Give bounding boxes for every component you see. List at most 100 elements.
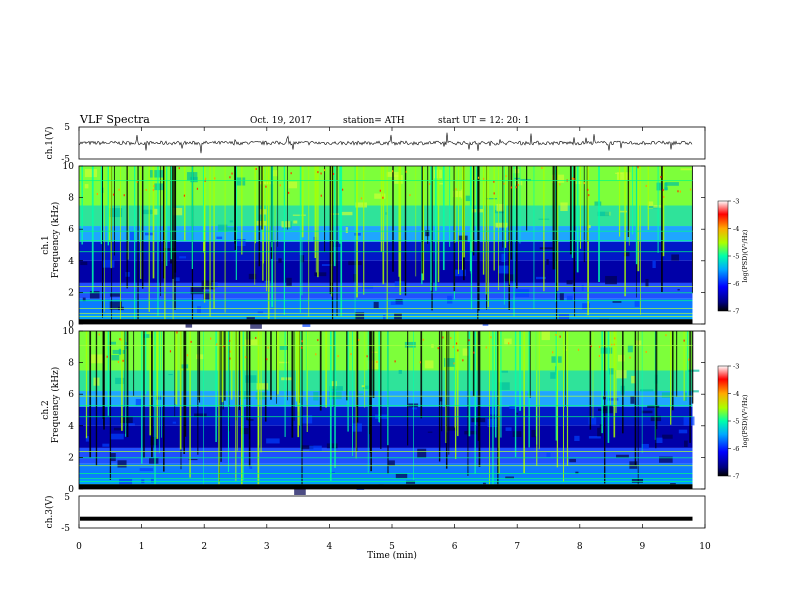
sferic-streak: [655, 331, 657, 449]
frequency-tick-label: 0: [68, 485, 74, 495]
spectrogram-patch: [424, 360, 434, 369]
sferic-streak: [364, 331, 366, 408]
sferic-streak: [158, 331, 160, 454]
narrowband-line: [79, 292, 693, 294]
sferic-streak: [420, 331, 423, 419]
sferic-streak: [163, 331, 165, 472]
spectrogram-speckle: [229, 176, 231, 179]
sferic-streak: [162, 166, 165, 279]
spectrogram-patch: [314, 272, 327, 277]
spectrogram-speckle: [637, 166, 639, 169]
spectrogram-patch: [119, 478, 133, 487]
spectrogram-patch: [247, 419, 254, 421]
colorbar-tick-label: -3: [733, 363, 739, 371]
spectrogram-patch: [239, 390, 251, 400]
spectrogram-patch: [163, 248, 176, 251]
spectrogram-speckle: [598, 354, 600, 357]
spectrogram-speckle: [379, 189, 381, 192]
sferic-streak: [516, 166, 518, 289]
spectrogram-patch: [124, 423, 135, 426]
spectrogram-patch: [439, 397, 443, 402]
sferic-streak: [565, 331, 566, 408]
spectrogram-speckle: [552, 351, 554, 354]
sferic-streak: [637, 166, 640, 272]
spectrogram-patch: [286, 277, 292, 286]
spectrogram-patch: [641, 443, 649, 449]
sferic-streak: [435, 166, 437, 291]
spectrogram-speckle: [493, 180, 495, 183]
spectrogram-speckle: [301, 340, 303, 343]
spectrogram-patch: [271, 170, 278, 177]
sferic-streak: [662, 166, 665, 257]
sferic-streak: [691, 166, 693, 294]
sferic-streak: [179, 331, 182, 450]
sferic-streak: [315, 166, 317, 273]
sferic-streak: [519, 166, 521, 244]
spectrogram-speckle: [315, 353, 317, 356]
sferic-streak: [504, 166, 507, 248]
sferic-streak: [442, 166, 445, 271]
spectrogram-speckle: [136, 180, 138, 183]
spectrogram-speckle: [360, 197, 363, 200]
sferic-streak: [305, 331, 307, 402]
spectrogram-speckle: [429, 183, 431, 186]
spectrogram-speckle: [405, 170, 407, 173]
ch2-spectrogram-frame: [78, 330, 706, 490]
spectrogram-patch: [385, 212, 388, 215]
spectrogram-speckle: [614, 337, 616, 340]
sferic-streak: [514, 331, 517, 457]
spectrogram-patch: [546, 259, 549, 265]
spectrogram-patch: [594, 201, 602, 206]
spectrogram-speckle: [503, 182, 505, 185]
spectrogram-patch: [80, 261, 88, 266]
spectrogram-patch: [582, 303, 590, 310]
spectrogram-patch: [439, 182, 443, 185]
sferic-streak: [104, 166, 105, 312]
sferic-streak: [113, 166, 115, 256]
narrowband-line: [79, 481, 693, 482]
colorbar-tick-label: -6: [733, 445, 739, 453]
spectrogram-speckle: [376, 360, 378, 363]
spectrogram-speckle: [453, 362, 455, 365]
sferic-streak: [95, 331, 98, 466]
frequency-tick-label: 4: [68, 422, 74, 432]
spectrogram-patch: [89, 291, 100, 299]
ch1-timeseries-panel: 5 -5 ch.1(V): [44, 123, 706, 165]
spectrogram-patch: [194, 413, 207, 417]
spectrogram-patch: [398, 369, 402, 374]
spectrogram-patch: [395, 473, 408, 479]
sferic-streak: [333, 166, 336, 267]
sferic-streak: [161, 331, 163, 438]
sferic-streak: [263, 166, 264, 264]
sferic-streak: [495, 331, 497, 438]
spectrogram-patch: [172, 421, 177, 424]
spectrogram-patch: [505, 427, 512, 431]
sferic-streak: [430, 166, 432, 291]
spectrogram-patch: [341, 211, 353, 216]
sferic-streak: [471, 166, 473, 252]
sferic-streak: [287, 331, 288, 401]
sferic-streak: [671, 331, 674, 411]
spectrogram-patch: [659, 456, 673, 463]
x-tick-label: 3: [264, 542, 270, 552]
spectrogram-patch: [597, 211, 610, 217]
narrowband-line: [79, 457, 693, 459]
ch1-spectrogram-image: [79, 166, 693, 329]
colorbar-tick-label: -3: [733, 198, 739, 206]
sferic-streak: [308, 166, 310, 318]
spectrogram-speckle: [573, 178, 575, 181]
spectrogram-speckle: [683, 339, 685, 342]
spectrogram-speckle: [98, 333, 100, 336]
spectrogram-speckle: [455, 342, 458, 345]
sferic-streak: [184, 331, 187, 437]
spectrogram-speckle: [205, 177, 207, 180]
spectrogram-patch: [345, 227, 348, 234]
spectrogram-speckle: [485, 346, 487, 349]
spectrogram-patch: [677, 288, 680, 291]
sferic-streak: [468, 331, 471, 437]
sferic-streak: [319, 331, 322, 411]
spectrogram-patch: [149, 170, 164, 178]
sferic-streak: [107, 331, 110, 416]
x-tick-label: 4: [327, 542, 333, 552]
